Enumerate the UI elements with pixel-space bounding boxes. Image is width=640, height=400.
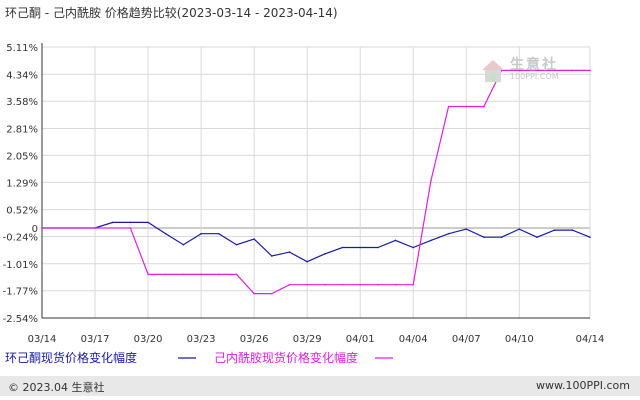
series-1-point (129, 221, 132, 224)
series-2-point (306, 283, 309, 286)
series-2-point (465, 105, 468, 108)
series-2-point (129, 227, 132, 229)
series-1-point (111, 221, 114, 224)
legend: 环己酮现货价格变化幅度 己内酰胺现货价格变化幅度 (5, 350, 393, 365)
series-2-point (147, 273, 149, 276)
footer-bar: © 2023.04 生意社 www.100PPI.com (0, 376, 640, 396)
series-1-point (377, 246, 379, 249)
x-tick-label: 03/14 (28, 334, 57, 345)
series-1-point (500, 236, 503, 238)
chart-title: 环己酮 - 己内酰胺 价格趋势比较(2023-03-14 - 2023-04-1… (5, 6, 338, 20)
series-1-point (465, 228, 468, 230)
x-tick-label: 04/14 (576, 334, 605, 345)
series-1-point (235, 243, 238, 246)
y-tick-label: 0 (32, 224, 38, 235)
series-2-point (182, 273, 185, 276)
series-1-point (589, 236, 591, 238)
x-tick-label: 04/07 (452, 334, 481, 345)
series-line-1 (42, 221, 591, 263)
series-1-point (306, 260, 309, 263)
series-2-point (218, 273, 220, 276)
series-1-point (412, 246, 415, 249)
series-1-point (200, 232, 202, 235)
series-1-point (483, 236, 485, 238)
series-1-point (147, 221, 149, 224)
series-2-point (536, 69, 538, 72)
y-tick-label: 2.05% (6, 151, 38, 162)
y-tick-label: 5.11% (6, 43, 38, 54)
x-tick-label: 03/23 (187, 334, 216, 345)
series-line-2 (42, 69, 590, 295)
series-1-point (324, 253, 326, 255)
series-1-point (394, 239, 397, 242)
legend-label-2: 己内酰胺现货价格变化幅度 (214, 350, 358, 365)
series-2-point (253, 292, 255, 295)
series-lines (41, 69, 591, 295)
series-1-point (218, 232, 220, 235)
series-2-point (589, 69, 591, 72)
legend-label-1: 环己酮现货价格变化幅度 (5, 350, 137, 365)
series-2-point (288, 283, 291, 286)
watermark-logo: 生意社 100PPI.COM (480, 54, 580, 88)
x-tick-label: 04/01 (346, 334, 375, 345)
y-tick-label: 3.58% (6, 97, 38, 108)
series-1-point (430, 239, 432, 242)
x-tick-label: 04/04 (399, 334, 428, 345)
y-tick-label: 4.34% (6, 70, 38, 81)
x-tick-labels: 03/14 03/17 03/20 03/23 03/26 03/29 04/01 04/04… (28, 334, 605, 345)
series-2-point (235, 273, 238, 276)
y-tick-label: 0.52% (6, 206, 38, 217)
series-1-point (271, 255, 273, 257)
footer-copyright: © 2023.04 生意社 (8, 381, 105, 394)
y-tick-label: -1.77% (3, 287, 38, 298)
x-tick-label: 04/10 (505, 334, 534, 345)
series-2-point (341, 283, 344, 286)
y-tick-label: -0.24% (3, 233, 38, 244)
series-1-point (536, 236, 538, 238)
series-1-point (182, 243, 185, 246)
series-1-point (253, 238, 255, 240)
chart-canvas: 5.11% 4.34% 3.58% 2.81% 2.05% 1.29% 0.52% 0-0.2… (3, 43, 605, 365)
series-1-point (553, 229, 556, 231)
series-1-point (341, 246, 344, 249)
x-tick-label: 03/26 (240, 334, 269, 345)
footer-site-link[interactable]: www.100PPI.com (536, 379, 630, 392)
series-1-point (447, 232, 450, 235)
series-2-point (359, 283, 362, 286)
y-tick-labels: 5.11% 4.34% 3.58% 2.81% 2.05% 1.29% 0.52% 0-0.2… (3, 43, 38, 325)
y-tick-label: -2.54% (3, 314, 38, 325)
watermark-url: 100PPI.COM (510, 72, 559, 81)
x-tick-label: 03/17 (81, 334, 110, 345)
series-2-point (271, 292, 273, 295)
series-1-point (571, 229, 574, 231)
series-2-point (164, 273, 167, 276)
series-2-point (41, 227, 43, 229)
series-2-point (447, 105, 450, 108)
series-2-point (430, 180, 432, 182)
series-2-point (377, 283, 379, 286)
series-2-point (412, 283, 415, 286)
watermark-name: 生意社 (510, 57, 558, 73)
series-1-point (518, 228, 521, 230)
y-tick-label: 2.81% (6, 124, 38, 135)
y-tick-label: -1.01% (3, 260, 38, 271)
x-tick-label: 03/20 (134, 334, 163, 345)
series-2-point (553, 69, 556, 72)
house-logo-icon (482, 60, 504, 82)
series-2-point (518, 69, 521, 72)
series-2-point (394, 283, 397, 286)
y-tick-label: 1.29% (6, 178, 38, 189)
series-2-point (571, 69, 574, 72)
axes (41, 43, 590, 319)
series-1-point (359, 246, 362, 249)
series-1-point (288, 251, 291, 253)
x-tick-label: 03/29 (293, 334, 322, 345)
series-2-point (200, 273, 202, 276)
series-1-point (164, 232, 167, 235)
series-2-point (324, 283, 326, 286)
series-2-point (483, 105, 485, 108)
